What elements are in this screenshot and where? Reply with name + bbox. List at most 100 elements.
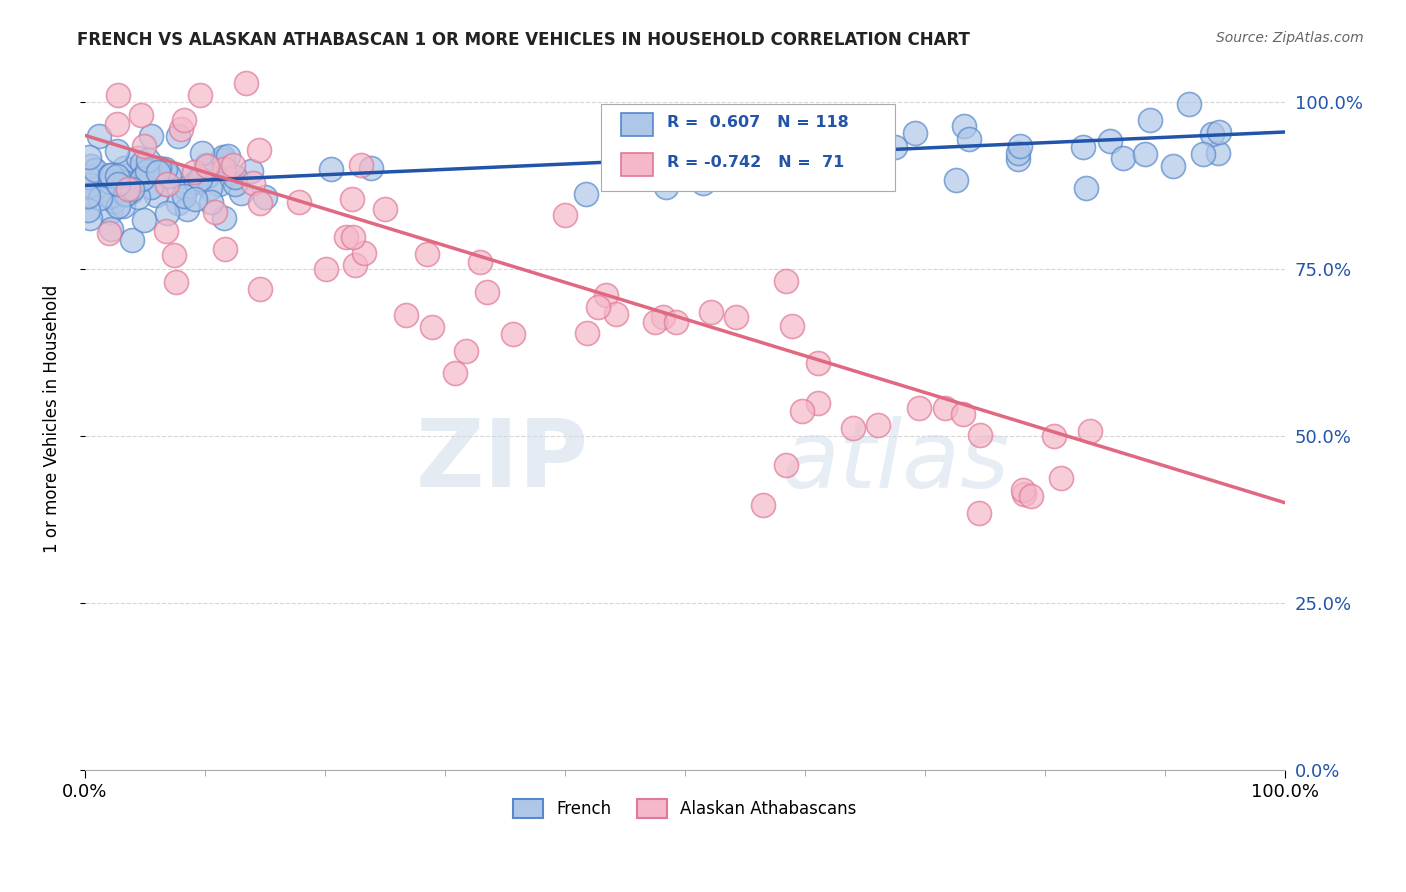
Point	[700, 305, 723, 319]
Point	[335, 230, 357, 244]
Point	[214, 243, 236, 257]
Point	[173, 112, 195, 127]
Point	[1206, 146, 1229, 161]
Point	[100, 222, 122, 236]
Point	[214, 211, 236, 226]
Point	[1050, 471, 1073, 485]
Point	[1111, 151, 1133, 165]
Point	[655, 180, 678, 194]
Point	[83, 163, 105, 178]
Point	[1012, 483, 1035, 497]
Text: FRENCH VS ALASKAN ATHABASCAN 1 OR MORE VEHICLES IN HOUSEHOLD CORRELATION CHART: FRENCH VS ALASKAN ATHABASCAN 1 OR MORE V…	[77, 31, 970, 49]
Point	[157, 169, 180, 183]
Point	[1007, 153, 1029, 167]
Point	[105, 144, 128, 158]
Point	[652, 310, 675, 324]
Y-axis label: 1 or more Vehicles in Household: 1 or more Vehicles in Household	[44, 285, 60, 553]
Point	[100, 168, 122, 182]
Point	[156, 177, 179, 191]
Point	[775, 458, 797, 472]
Point	[135, 163, 157, 178]
Point	[217, 149, 239, 163]
Point	[586, 301, 609, 315]
Point	[173, 189, 195, 203]
Point	[112, 161, 135, 176]
Point	[342, 230, 364, 244]
Point	[775, 274, 797, 288]
Point	[288, 194, 311, 209]
Point	[103, 194, 125, 208]
Point	[112, 175, 135, 189]
Point	[174, 180, 197, 194]
Point	[1201, 127, 1223, 141]
Point	[188, 88, 211, 103]
Point	[454, 344, 477, 359]
Point	[98, 175, 121, 189]
Point	[145, 187, 167, 202]
Point	[188, 172, 211, 186]
Point	[77, 170, 100, 185]
Point	[790, 404, 813, 418]
Point	[111, 199, 134, 213]
Point	[79, 178, 101, 193]
Point	[186, 175, 208, 189]
Text: atlas: atlas	[780, 416, 1010, 507]
Point	[953, 119, 976, 133]
Point	[633, 160, 655, 174]
Point	[350, 158, 373, 172]
Point	[162, 248, 184, 262]
Point	[146, 165, 169, 179]
FancyBboxPatch shape	[600, 103, 896, 191]
Point	[79, 211, 101, 226]
Text: ZIP: ZIP	[416, 416, 589, 508]
Point	[195, 159, 218, 173]
Point	[754, 155, 776, 169]
Point	[1192, 147, 1215, 161]
Point	[77, 150, 100, 164]
Point	[934, 401, 956, 415]
Point	[136, 153, 159, 167]
Point	[315, 261, 337, 276]
Point	[87, 128, 110, 143]
Point	[842, 145, 865, 160]
Point	[807, 356, 830, 370]
Point	[1008, 139, 1031, 153]
Point	[475, 285, 498, 299]
Point	[1012, 487, 1035, 501]
Point	[884, 140, 907, 154]
Point	[444, 366, 467, 380]
Point	[1071, 140, 1094, 154]
Point	[127, 151, 149, 165]
Point	[668, 143, 690, 157]
Point	[807, 395, 830, 409]
Point	[808, 118, 831, 132]
Point	[153, 177, 176, 191]
Point	[156, 205, 179, 219]
Point	[114, 187, 136, 202]
Point	[360, 161, 382, 175]
Point	[134, 213, 156, 227]
Point	[200, 195, 222, 210]
Point	[139, 128, 162, 143]
Point	[184, 192, 207, 206]
Point	[235, 76, 257, 90]
Text: R =  0.607   N = 118: R = 0.607 N = 118	[666, 115, 849, 130]
Point	[211, 161, 233, 176]
Point	[420, 320, 443, 334]
Point	[139, 179, 162, 194]
Point	[89, 191, 111, 205]
Point	[664, 315, 686, 329]
Point	[575, 326, 598, 340]
Point	[907, 401, 929, 416]
Point	[231, 186, 253, 201]
Point	[165, 276, 187, 290]
Point	[107, 198, 129, 212]
Point	[1161, 159, 1184, 173]
Point	[107, 177, 129, 191]
Point	[470, 255, 492, 269]
Point	[502, 326, 524, 341]
Point	[841, 421, 863, 435]
Point	[240, 164, 263, 178]
Point	[132, 139, 155, 153]
Point	[143, 161, 166, 176]
